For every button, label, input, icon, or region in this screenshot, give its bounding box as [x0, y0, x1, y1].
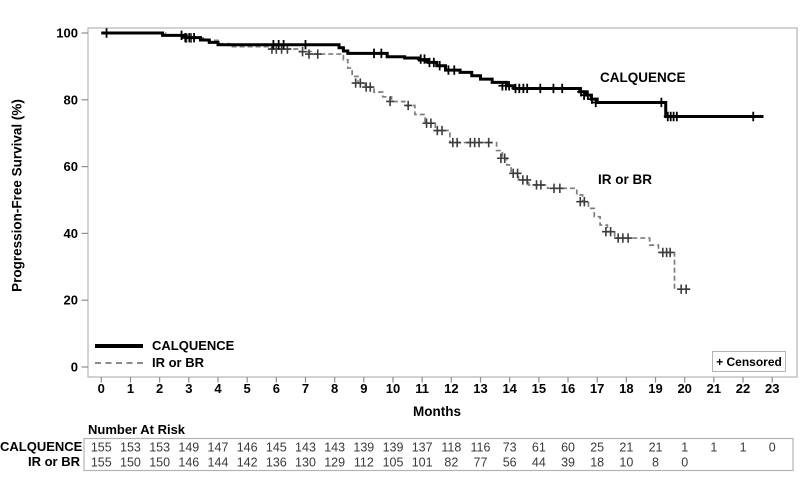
x-tick-label: 13 [473, 381, 487, 396]
risk-value: 153 [149, 441, 170, 455]
risk-row-label-calquence: CALQUENCE [0, 439, 83, 454]
x-tick-label: 6 [273, 381, 280, 396]
x-tick-label: 15 [532, 381, 546, 396]
legend-dashed-line-swatch [95, 361, 143, 364]
legend-item-ir-br: IR or BR [95, 354, 234, 371]
risk-value: 101 [412, 456, 433, 470]
x-tick-label: 18 [619, 381, 633, 396]
x-tick-label: 10 [386, 381, 400, 396]
legend-label-calquence: CALQUENCE [152, 338, 235, 353]
x-tick-label: 14 [502, 381, 517, 396]
risk-value: 1 [710, 441, 717, 455]
x-tick-label: 16 [561, 381, 575, 396]
risk-value: 155 [91, 441, 112, 455]
risk-value: 150 [120, 456, 141, 470]
risk-value: 139 [353, 441, 374, 455]
risk-value: 136 [266, 456, 287, 470]
x-tick-label: 19 [648, 381, 662, 396]
y-tick-label: 0 [71, 360, 78, 375]
risk-value: 155 [91, 456, 112, 470]
series-label-ir-br: IR or BR [598, 172, 652, 187]
x-axis-title: Months [413, 404, 461, 419]
x-tick-label: 3 [185, 381, 192, 396]
legend-solid-line-swatch [95, 343, 143, 348]
risk-value: 112 [354, 456, 374, 470]
x-tick-label: 20 [677, 381, 691, 396]
x-tick-label: 11 [415, 381, 429, 396]
risk-value: 56 [503, 456, 517, 470]
y-tick-label: 80 [64, 92, 78, 107]
censored-note: + Censored [712, 351, 786, 372]
risk-value: 0 [769, 441, 776, 455]
x-tick-label: 12 [444, 381, 458, 396]
x-tick-label: 5 [244, 381, 251, 396]
risk-value: 61 [532, 441, 546, 455]
risk-value: 18 [590, 456, 604, 470]
risk-value: 39 [561, 456, 575, 470]
x-tick-label: 2 [156, 381, 163, 396]
y-tick-label: 100 [56, 26, 78, 41]
risk-value: 1 [740, 441, 747, 455]
risk-value: 77 [474, 456, 488, 470]
risk-value: 150 [149, 456, 170, 470]
risk-value: 143 [324, 441, 345, 455]
risk-value: 21 [649, 441, 663, 455]
x-tick-label: 8 [331, 381, 338, 396]
risk-table-box [83, 437, 794, 472]
risk-value: 60 [561, 441, 575, 455]
x-tick-label: 17 [590, 381, 604, 396]
risk-value: 116 [471, 441, 491, 455]
x-tick-label: 9 [360, 381, 367, 396]
x-tick-label: 4 [214, 381, 222, 396]
plot-border [87, 27, 798, 378]
x-tick-label: 22 [736, 381, 750, 396]
y-tick-label: 60 [64, 159, 78, 174]
risk-value: 137 [412, 441, 433, 455]
risk-value: 8 [652, 456, 659, 470]
risk-value: 147 [208, 441, 229, 455]
risk-value: 145 [266, 441, 287, 455]
risk-value: 21 [619, 441, 633, 455]
x-tick-label: 21 [707, 381, 721, 396]
risk-value: 105 [383, 456, 404, 470]
x-tick-label: 7 [302, 381, 309, 396]
risk-value: 142 [237, 456, 258, 470]
risk-value: 144 [208, 456, 229, 470]
risk-value: 73 [503, 441, 517, 455]
risk-value: 139 [383, 441, 404, 455]
risk-value: 82 [444, 456, 458, 470]
risk-value: 146 [237, 441, 258, 455]
risk-value: 44 [532, 456, 546, 470]
risk-value: 10 [619, 456, 633, 470]
legend: CALQUENCE IR or BR [95, 337, 234, 371]
y-tick-label: 20 [64, 293, 78, 308]
risk-value: 130 [295, 456, 316, 470]
risk-value: 1 [681, 441, 688, 455]
risk-value: 143 [295, 441, 316, 455]
risk-value: 129 [324, 456, 345, 470]
risk-value: 146 [178, 456, 199, 470]
y-tick-label: 40 [64, 226, 78, 241]
x-tick-label: 1 [127, 381, 134, 396]
risk-value: 118 [441, 441, 461, 455]
x-tick-label: 0 [98, 381, 105, 396]
risk-value: 0 [681, 456, 688, 470]
series-label-calquence: CALQUENCE [600, 70, 686, 85]
risk-value: 25 [590, 441, 604, 455]
risk-row-label-ir-br: IR or BR [28, 454, 80, 469]
x-tick-label: 23 [765, 381, 779, 396]
y-axis-title: Progression-Free Survival (%) [9, 99, 25, 292]
risk-value: 153 [120, 441, 141, 455]
legend-label-ir-br: IR or BR [152, 355, 204, 370]
censor-marks-calquence [102, 28, 758, 122]
risk-table-header: Number At Risk [88, 422, 186, 437]
legend-item-calquence: CALQUENCE [95, 337, 234, 354]
risk-value: 149 [178, 441, 199, 455]
